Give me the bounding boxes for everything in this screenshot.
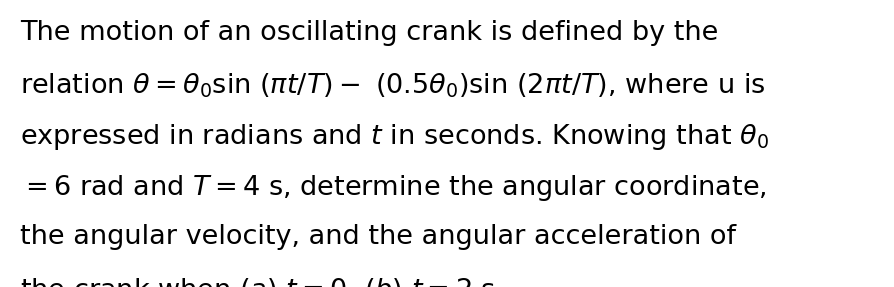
Text: expressed in radians and $t$ in seconds. Knowing that $\theta_{\rm 0}$: expressed in radians and $t$ in seconds.… (20, 122, 769, 152)
Text: relation $\theta = \theta_{\rm 0}$sin $(\pi t/T) -$ (0.5$\theta_{\rm 0})$sin $(2: relation $\theta = \theta_{\rm 0}$sin $(… (20, 71, 765, 100)
Text: the angular velocity, and the angular acceleration of: the angular velocity, and the angular ac… (20, 224, 736, 251)
Text: The motion of an oscillating crank is defined by the: The motion of an oscillating crank is de… (20, 20, 718, 46)
Text: $= 6$ rad and $T = 4$ s, determine the angular coordinate,: $= 6$ rad and $T = 4$ s, determine the a… (20, 173, 766, 203)
Text: the crank when $(a)$ $t = 0$, $(b)$ $t = 2$ s.: the crank when $(a)$ $t = 0$, $(b)$ $t =… (20, 276, 502, 287)
